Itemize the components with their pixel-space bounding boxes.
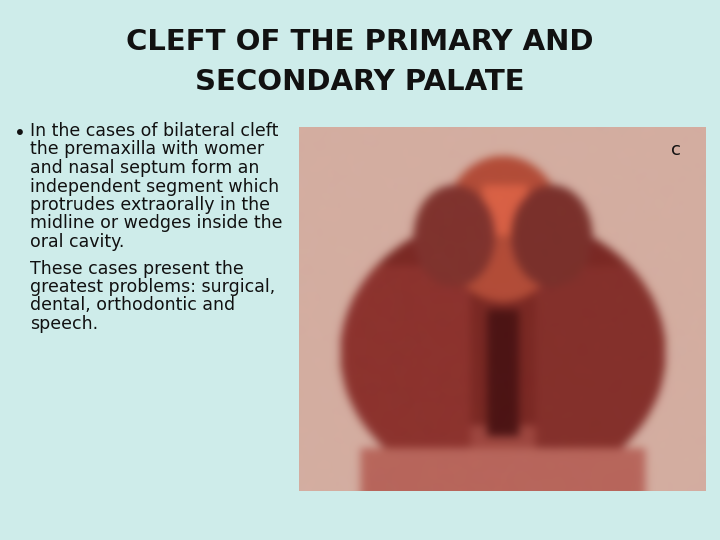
Text: dental, orthodontic and: dental, orthodontic and [30,296,235,314]
Text: independent segment which: independent segment which [30,178,279,195]
Text: protrudes extraorally in the: protrudes extraorally in the [30,196,270,214]
Text: greatest problems: surgical,: greatest problems: surgical, [30,278,275,296]
Text: the premaxilla with womer: the premaxilla with womer [30,140,264,159]
Text: midline or wedges inside the: midline or wedges inside the [30,214,282,233]
Text: •: • [14,124,26,143]
Text: CLEFT OF THE PRIMARY AND: CLEFT OF THE PRIMARY AND [126,28,594,56]
Text: SECONDARY PALATE: SECONDARY PALATE [195,68,525,96]
Text: oral cavity.: oral cavity. [30,233,125,251]
Text: c: c [671,141,681,159]
Text: These cases present the: These cases present the [30,260,244,278]
Text: In the cases of bilateral cleft: In the cases of bilateral cleft [30,122,279,140]
Text: speech.: speech. [30,315,98,333]
Text: and nasal septum form an: and nasal septum form an [30,159,259,177]
